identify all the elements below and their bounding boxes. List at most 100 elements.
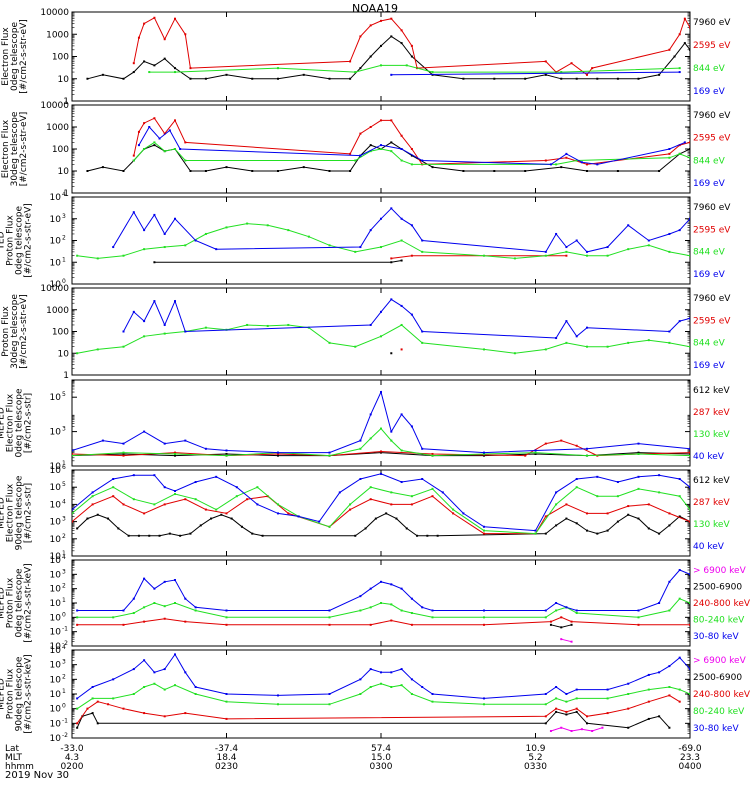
data-point: [570, 730, 573, 733]
y-tick-exponent: 1: [62, 597, 66, 604]
data-point: [575, 688, 578, 691]
data-point: [544, 73, 547, 76]
data-point: [689, 345, 690, 348]
data-point: [143, 606, 146, 609]
data-point: [560, 726, 563, 729]
data-point: [76, 254, 79, 257]
data-point: [369, 150, 372, 153]
data-point: [647, 244, 650, 247]
data-point: [544, 715, 547, 718]
data-point: [544, 693, 547, 695]
data-point: [575, 522, 578, 525]
data-point: [390, 503, 393, 506]
data-point: [251, 77, 254, 80]
legend-entry: 130 keV: [693, 430, 730, 440]
data-point: [380, 580, 382, 583]
series-line: [154, 260, 402, 263]
data-point: [153, 300, 156, 303]
data-point: [328, 170, 331, 172]
data-point: [101, 439, 104, 442]
data-point: [215, 475, 218, 478]
data-point: [380, 391, 382, 394]
y-tick-label: 1000: [46, 306, 69, 316]
y-axis-label: Proton Flux30deg telescope[#/cm2-s-str-e…: [1, 294, 29, 369]
data-point: [163, 688, 166, 691]
data-point: [354, 250, 357, 253]
legend-entry: 40 keV: [693, 542, 725, 552]
data-point: [431, 693, 434, 695]
data-point: [405, 64, 408, 67]
y-tick-label: 10: [50, 193, 62, 203]
data-point: [565, 713, 568, 716]
data-point: [251, 170, 254, 172]
data-point: [76, 707, 79, 710]
data-point: [137, 534, 140, 537]
data-point: [72, 452, 73, 455]
data-point: [410, 148, 413, 150]
y-tick-exponent: -1: [62, 626, 68, 633]
data-point: [689, 454, 690, 457]
data-point: [400, 148, 403, 150]
data-point: [96, 700, 99, 703]
legend-entry: 130 keV: [693, 520, 730, 530]
data-point: [658, 532, 661, 535]
y-axis-label-line: MEPED: [0, 497, 7, 529]
y-tick-label: 10: [50, 599, 62, 609]
data-point: [107, 703, 110, 706]
data-point: [565, 517, 568, 520]
data-point: [91, 491, 94, 494]
data-point: [210, 517, 213, 520]
data-point: [390, 603, 393, 606]
y-tick-exponent: -1: [62, 717, 68, 724]
data-point: [91, 712, 94, 715]
data-point: [627, 341, 630, 344]
y-tick-label: 10: [50, 734, 62, 744]
legend-entry: 2595 eV: [693, 41, 731, 51]
y-tick-label: 10: [50, 466, 62, 476]
data-point: [184, 712, 187, 715]
data-point: [565, 250, 568, 253]
data-point: [148, 534, 151, 537]
data-point: [421, 606, 424, 609]
data-point: [246, 323, 249, 326]
data-point: [596, 475, 599, 478]
data-point: [668, 48, 671, 51]
data-point: [189, 170, 192, 172]
series-line: [87, 35, 690, 80]
data-point: [555, 524, 558, 527]
series-line: [72, 495, 690, 535]
legend-entry: 612 keV: [693, 386, 730, 396]
data-point: [410, 623, 413, 626]
data-point: [184, 671, 187, 674]
data-point: [194, 606, 197, 609]
data-point: [421, 330, 424, 333]
legend-entry: 287 keV: [693, 498, 730, 508]
data-point: [627, 505, 630, 508]
y-axis-label-line: 0deg telescope: [15, 206, 25, 276]
data-point: [297, 515, 300, 518]
legend-entry: 80-240 keV: [693, 707, 745, 717]
series-line: [76, 711, 670, 729]
data-point: [163, 442, 166, 445]
data-point: [153, 213, 156, 216]
data-point: [596, 163, 599, 166]
y-axis-label-line: 30deg telescope: [10, 294, 20, 369]
data-point: [174, 653, 176, 656]
data-point: [153, 144, 156, 147]
x-axis-row-label: hhmm: [5, 762, 34, 772]
y-tick-label: 10: [50, 237, 62, 247]
y-tick-label: 10: [50, 556, 62, 566]
x-tick-label: 0230: [215, 762, 238, 772]
data-point: [380, 472, 382, 475]
data-point: [143, 577, 146, 580]
data-point: [586, 722, 588, 725]
series-line: [77, 616, 690, 626]
data-point: [374, 517, 377, 520]
data-point: [647, 239, 650, 242]
data-point: [174, 217, 176, 220]
data-point: [555, 707, 558, 710]
data-point: [225, 512, 228, 515]
data-point: [215, 248, 218, 251]
